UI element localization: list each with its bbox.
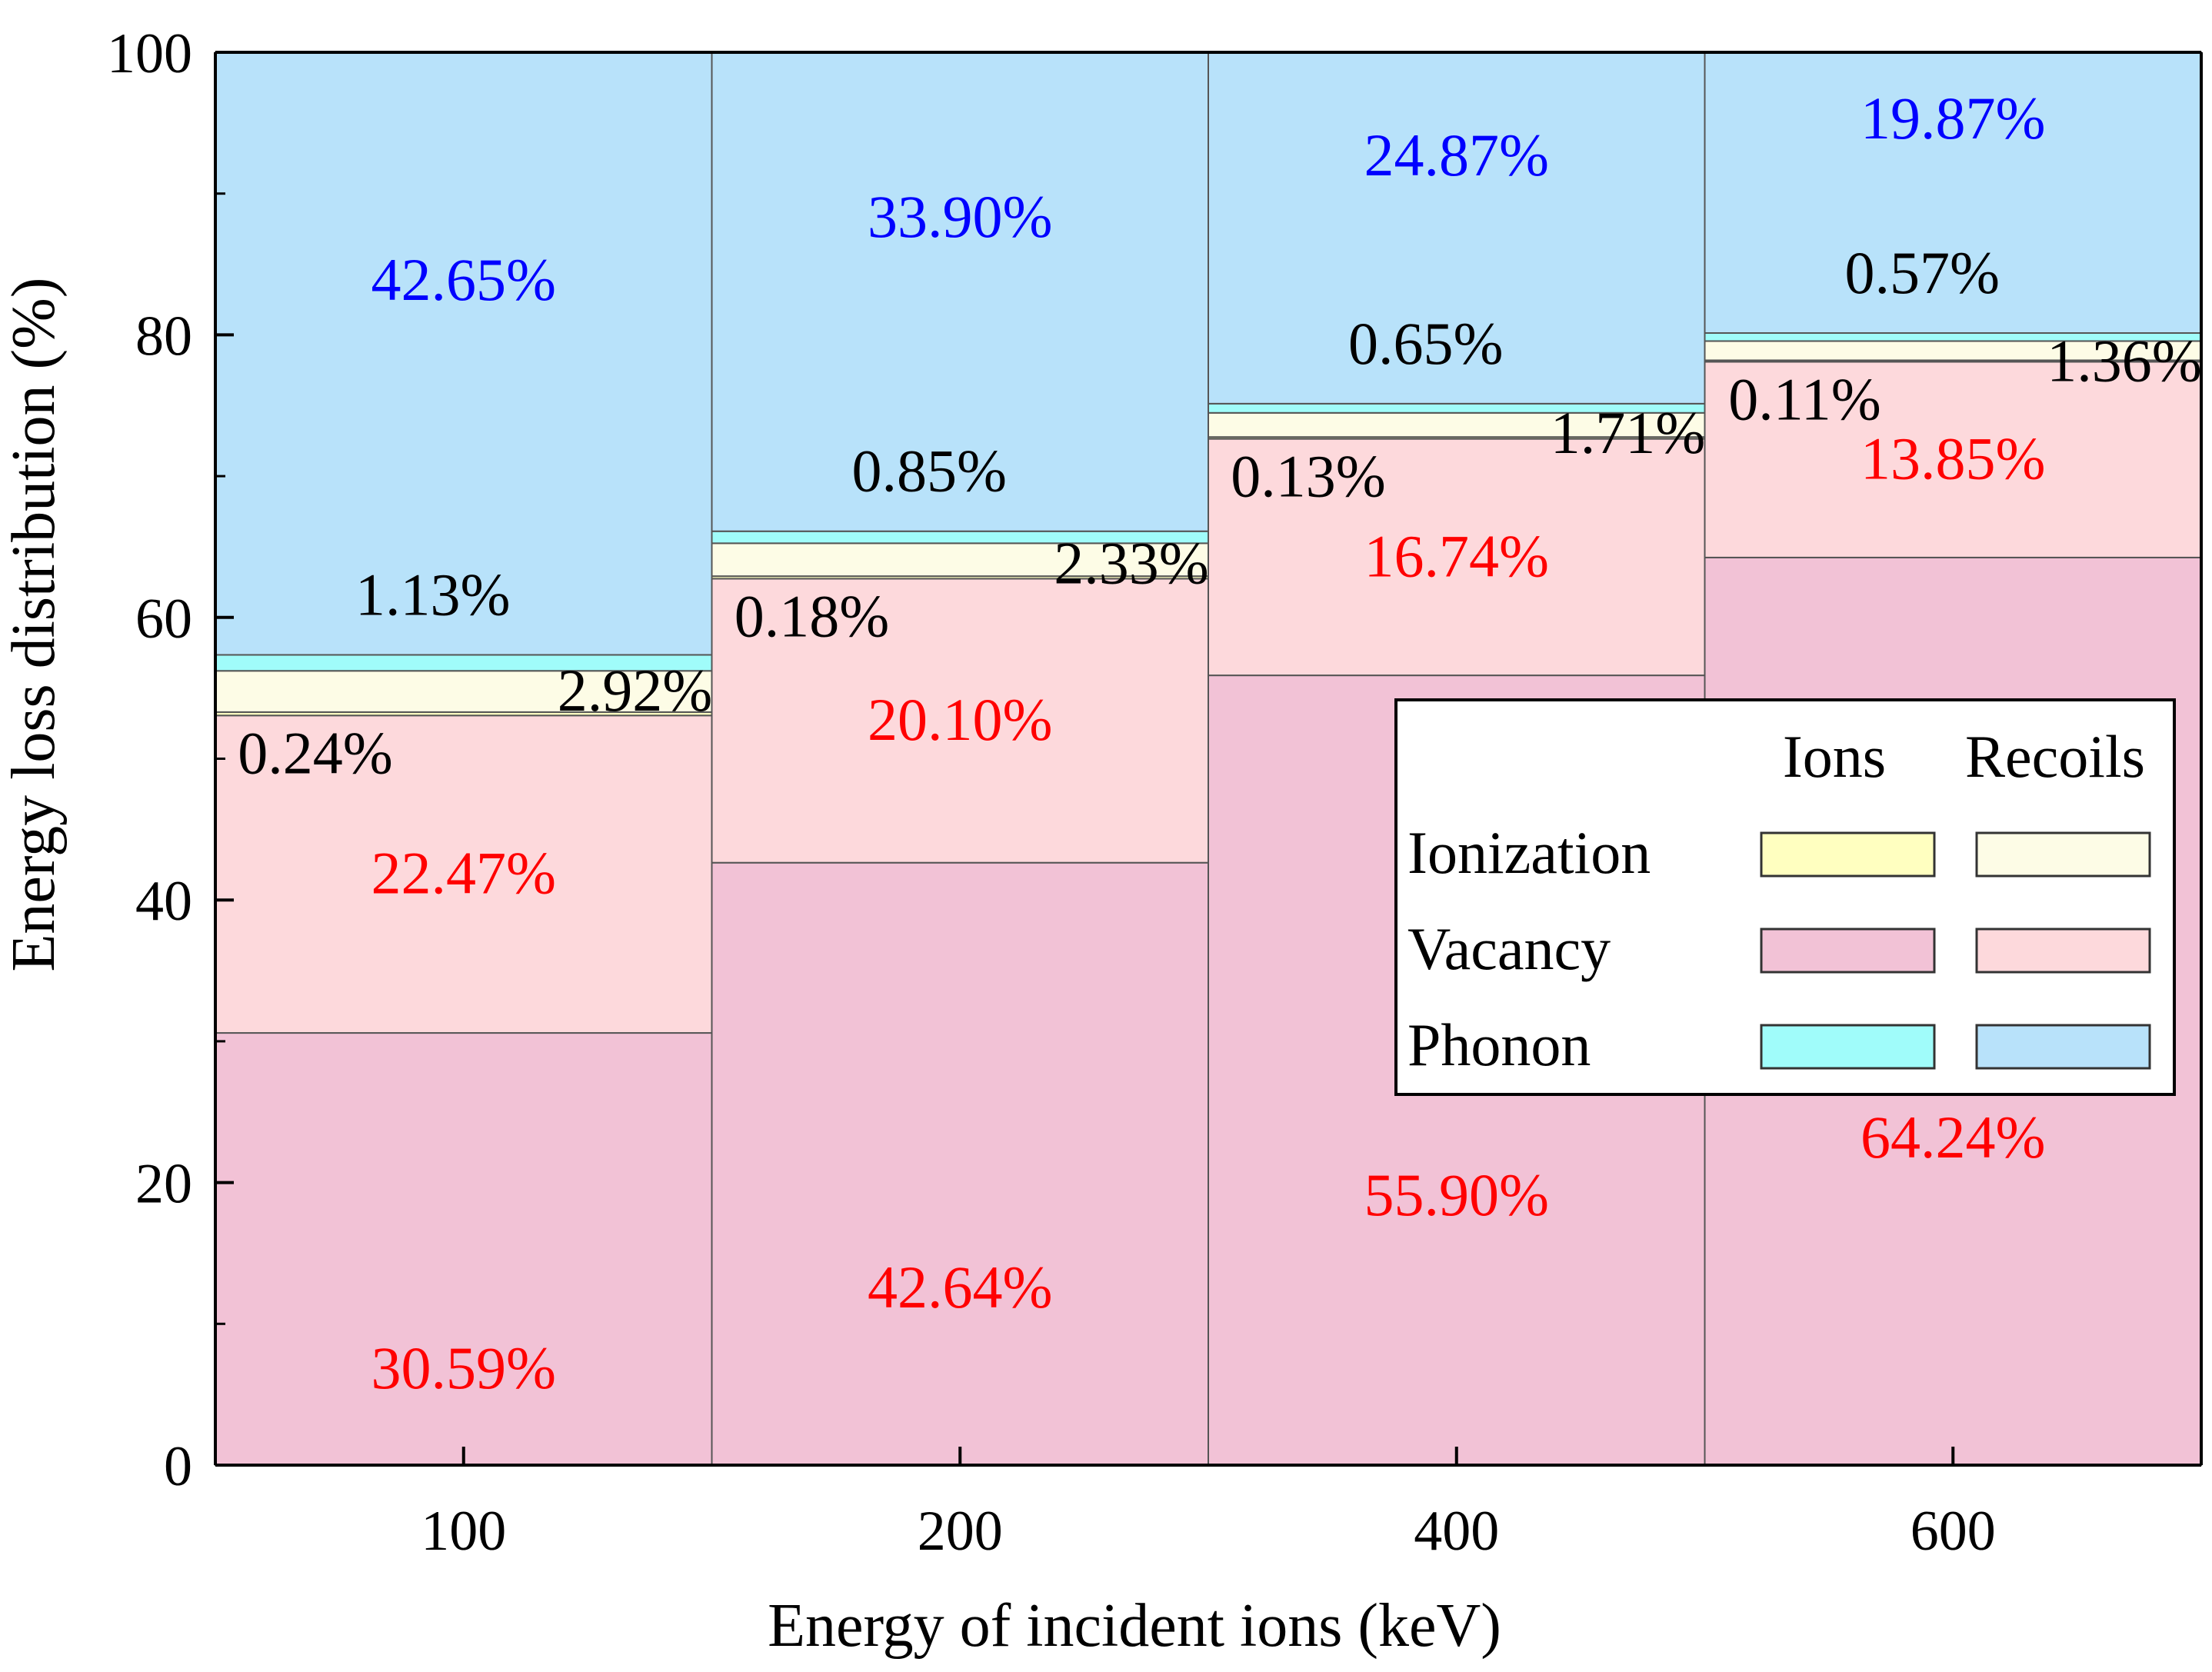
label-ionization-ions-600: 0.11% <box>1728 365 1881 432</box>
label-vacancy-ions-200: 42.64% <box>868 1254 1052 1321</box>
axes-layer: 0 20 40 60 80 100 100 200 400 600 <box>107 22 2203 1563</box>
x-axis-title: Energy of incident ions (keV) <box>768 1592 1501 1660</box>
legend-swatch-vacancy-recoils <box>1975 928 2151 974</box>
label-vacancy-recoils-600: 13.85% <box>1861 425 2045 492</box>
label-phonon-ions-100: 1.13% <box>355 561 510 628</box>
legend-swatch-phonon-ions <box>1760 1024 1936 1070</box>
label-phonon-recoils-100: 42.65% <box>371 246 556 313</box>
label-phonon-recoils-200: 33.90% <box>868 183 1052 250</box>
legend-header-recoils: Recoils <box>1965 723 2145 790</box>
x-tick-label-600: 600 <box>1911 1500 1996 1563</box>
bar-vacancy-ions-200 <box>711 861 1209 1467</box>
y-axis-title: Energy loss distribution (%) <box>0 278 68 972</box>
label-phonon-recoils-400: 24.87% <box>1364 122 1549 188</box>
label-vacancy-recoils-200: 20.10% <box>868 686 1052 753</box>
x-tick-label-100: 100 <box>421 1500 506 1563</box>
bar-phonon-recoils-400 <box>1208 52 1706 405</box>
label-ionization-ions-400: 0.13% <box>1231 443 1385 510</box>
y-tick-label-0: 0 <box>164 1435 192 1498</box>
bar-phonon-recoils-200 <box>711 52 1209 532</box>
label-phonon-ions-600: 0.57% <box>1845 239 2000 306</box>
data-labels-layer: 30.59% 22.47% 0.24% 2.92% 1.13% 42.65% 42.64% 2… <box>238 85 2201 1401</box>
legend-row-vacancy: Vacancy <box>1407 915 1611 982</box>
label-phonon-recoils-600: 19.87% <box>1861 85 2045 152</box>
label-ionization-ions-200: 0.18% <box>735 582 889 649</box>
y-tick-label-100: 100 <box>107 22 192 85</box>
label-vacancy-ions-600: 64.24% <box>1861 1104 2045 1171</box>
label-ionization-recoils-400: 1.71% <box>1551 399 1705 466</box>
y-tick-label-80: 80 <box>135 305 192 368</box>
y-tick-label-40: 40 <box>135 870 192 933</box>
legend-swatch-ionization-recoils <box>1975 831 2151 878</box>
legend-row-phonon: Phonon <box>1407 1011 1591 1078</box>
bars-layer <box>215 52 2202 1467</box>
label-ionization-recoils-100: 2.92% <box>558 657 712 724</box>
bar-phonon-recoils-600 <box>1704 52 2202 335</box>
legend-swatch-vacancy-ions <box>1760 928 1936 974</box>
bar-phonon-recoils-100 <box>215 52 713 656</box>
bar-ionization-recoils-600 <box>1704 340 2202 361</box>
x-tick-label-400: 400 <box>1414 1500 1499 1563</box>
bar-vacancy-recoils-200 <box>711 578 1209 864</box>
label-vacancy-ions-100: 30.59% <box>371 1334 556 1401</box>
y-tick-label-60: 60 <box>135 588 192 651</box>
label-vacancy-ions-400: 55.90% <box>1364 1161 1549 1228</box>
label-phonon-ions-400: 0.65% <box>1348 310 1503 377</box>
label-vacancy-recoils-400: 16.74% <box>1364 522 1549 589</box>
legend-row-ionization: Ionization <box>1407 819 1651 886</box>
label-phonon-ions-200: 0.85% <box>852 438 1007 505</box>
y-tick-label-20: 20 <box>135 1153 192 1216</box>
bar-vacancy-recoils-400 <box>1208 438 1706 677</box>
label-vacancy-recoils-100: 22.47% <box>371 840 556 907</box>
bar-ionization-recoils-400 <box>1208 411 1706 438</box>
label-ionization-ions-100: 0.24% <box>238 719 392 786</box>
label-ionization-recoils-600: 1.36% <box>2047 327 2201 394</box>
bar-vacancy-recoils-600 <box>1704 361 2202 558</box>
legend-header-ions: Ions <box>1783 723 1886 790</box>
legend-swatch-phonon-recoils <box>1975 1024 2151 1070</box>
bar-vacancy-ions-100 <box>215 1032 713 1466</box>
legend-swatch-ionization-ions <box>1760 831 1936 878</box>
bar-vacancy-recoils-100 <box>215 714 713 1034</box>
legend: Ions Recoils Ionization Vacancy Phonon <box>1394 698 2176 1096</box>
label-ionization-recoils-200: 2.33% <box>1054 529 1208 596</box>
x-tick-label-200: 200 <box>918 1500 1003 1563</box>
bar-ionization-recoils-200 <box>711 542 1209 578</box>
